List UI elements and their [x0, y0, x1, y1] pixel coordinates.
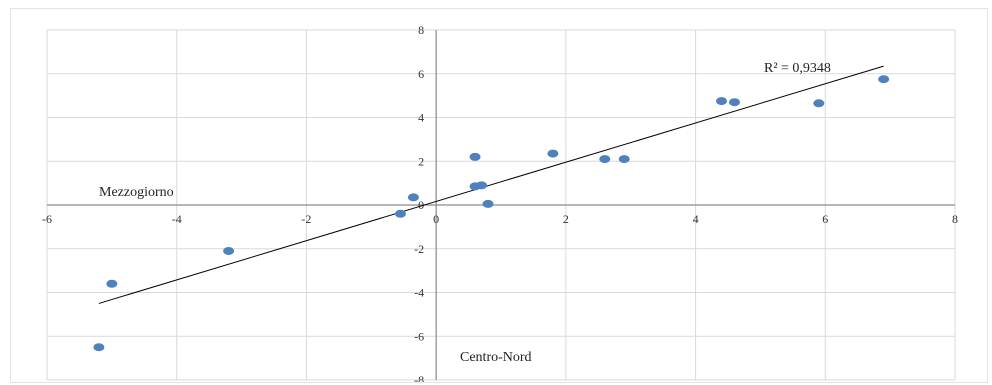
y-tick-label: -6 — [414, 329, 424, 343]
x-tick-label: 4 — [693, 212, 699, 226]
centro-nord-label: Centro-Nord — [460, 350, 532, 365]
data-point — [716, 97, 728, 106]
y-tick-label: -2 — [414, 242, 424, 256]
x-tick-label: 6 — [822, 212, 828, 226]
data-point — [599, 155, 611, 164]
data-points — [93, 75, 890, 352]
x-tick-label: 0 — [433, 212, 439, 226]
x-tick-label: -6 — [42, 212, 52, 226]
axes — [47, 30, 955, 380]
tick-labels: -6 -4 -2 0 2 4 6 8 -8 -6 -4 -2 0 2 4 6 8 — [42, 23, 958, 382]
data-point — [223, 246, 235, 255]
data-point — [407, 193, 419, 202]
data-point — [469, 152, 481, 161]
x-tick-label: 2 — [563, 212, 569, 226]
y-tick-label: -4 — [414, 286, 424, 300]
x-tick-label: -2 — [301, 212, 311, 226]
data-point — [813, 99, 825, 108]
r-squared-label: R² = 0,9348 — [764, 61, 831, 76]
data-point — [878, 75, 890, 84]
data-point — [106, 279, 118, 288]
data-point — [476, 181, 488, 190]
y-tick-label: 6 — [418, 67, 424, 81]
chart-frame: -6 -4 -2 0 2 4 6 8 -8 -6 -4 -2 0 2 4 6 8 R² = 0,9348 Mez… — [10, 8, 988, 383]
y-tick-label: 4 — [418, 111, 424, 125]
mezzogiorno-label: Mezzogiorno — [99, 185, 174, 200]
trendline-group — [98, 65, 884, 304]
data-point — [547, 149, 559, 158]
scatter-chart: -6 -4 -2 0 2 4 6 8 -8 -6 -4 -2 0 2 4 6 8 R² = 0,9348 Mez… — [42, 23, 958, 382]
y-tick-label: 2 — [418, 154, 424, 168]
y-tick-label: 0 — [418, 198, 424, 212]
data-point — [93, 343, 105, 352]
data-point — [728, 98, 740, 107]
x-tick-label: -4 — [172, 212, 182, 226]
data-point — [394, 209, 406, 218]
trendline — [98, 65, 884, 304]
data-point — [482, 199, 494, 208]
y-tick-label: 8 — [418, 23, 424, 37]
x-tick-label: 8 — [952, 212, 958, 226]
y-tick-label: -8 — [414, 373, 424, 382]
data-point — [618, 155, 630, 164]
